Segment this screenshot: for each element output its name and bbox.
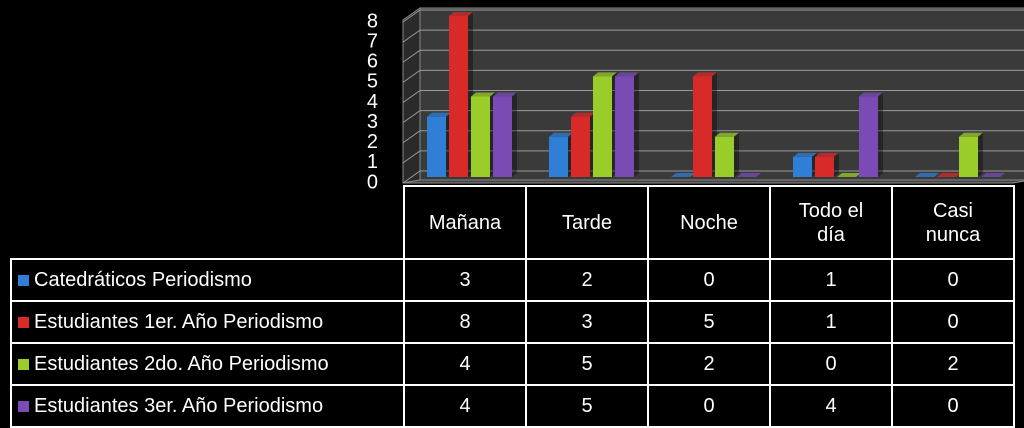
bar xyxy=(615,72,639,177)
bar xyxy=(471,92,495,177)
legend-marker xyxy=(18,274,29,286)
y-tick-label: 3 xyxy=(367,111,378,133)
table-value: 1 xyxy=(769,300,893,344)
category-label: Tarde xyxy=(561,211,613,234)
table-value: 3 xyxy=(403,258,527,302)
bar xyxy=(793,152,817,177)
table-value: 5 xyxy=(647,300,771,344)
legend-marker xyxy=(18,358,29,370)
category-header: Todo el día xyxy=(769,185,893,260)
legend-label: Estudiantes 1er. Año Periodismo xyxy=(34,311,324,333)
table-value: 4 xyxy=(769,384,893,428)
bar xyxy=(449,12,473,177)
bar xyxy=(671,173,695,177)
legend-marker xyxy=(18,400,29,412)
bar xyxy=(493,92,517,177)
bar xyxy=(837,173,861,177)
bar xyxy=(915,173,939,177)
bar xyxy=(427,112,451,177)
y-tick-label: 2 xyxy=(367,131,378,153)
y-tick-label: 7 xyxy=(367,30,378,52)
table-value: 1 xyxy=(769,258,893,302)
y-tick-label: 5 xyxy=(367,71,378,93)
y-tick-label: 1 xyxy=(367,151,378,173)
y-tick-label: 4 xyxy=(367,91,378,113)
category-label: Mañana xyxy=(428,211,502,234)
table-value: 0 xyxy=(891,300,1015,344)
y-tick-label: 0 xyxy=(367,171,378,193)
legend-label: Catedráticos Periodismo xyxy=(34,269,252,291)
table-value: 8 xyxy=(403,300,527,344)
table-value: 0 xyxy=(647,258,771,302)
category-header: Noche xyxy=(647,185,771,260)
table-value: 2 xyxy=(647,342,771,386)
table-value: 0 xyxy=(891,258,1015,302)
category-header: Mañana xyxy=(403,185,527,260)
bar xyxy=(715,132,739,177)
legend-entry: Estudiantes 3er. Año Periodismo xyxy=(10,384,405,428)
category-label: Casi nunca xyxy=(925,199,981,246)
table-value: 4 xyxy=(403,342,527,386)
table-value: 3 xyxy=(525,300,649,344)
category-header: Casi nunca xyxy=(891,185,1015,260)
grid-line xyxy=(402,110,1024,124)
grid-line xyxy=(402,69,1024,83)
bar xyxy=(859,92,883,177)
legend-label: Estudiantes 3er. Año Periodismo xyxy=(34,395,324,417)
grid-line xyxy=(402,9,1024,23)
grid-line xyxy=(402,130,1024,144)
legend-entry: Estudiantes 1er. Año Periodismo xyxy=(10,300,405,344)
table-value: 0 xyxy=(769,342,893,386)
bar xyxy=(737,173,761,177)
bar xyxy=(571,112,595,177)
table-value: 0 xyxy=(891,384,1015,428)
table-value: 5 xyxy=(525,342,649,386)
bar xyxy=(815,152,839,177)
bar xyxy=(981,173,1005,177)
legend-label: Estudiantes 2do. Año Periodismo xyxy=(34,353,329,375)
y-tick-label: 8 xyxy=(367,10,378,32)
category-label: Todo el día xyxy=(798,199,864,246)
bar xyxy=(549,132,573,177)
grid-line xyxy=(402,29,1024,43)
bar xyxy=(937,173,961,177)
floor xyxy=(402,179,1024,184)
bar xyxy=(959,132,983,177)
legend-entry: Estudiantes 2do. Año Periodismo xyxy=(10,342,405,386)
grid-line xyxy=(402,150,1024,164)
bar xyxy=(593,72,617,177)
table-value: 2 xyxy=(525,258,649,302)
table-value: 0 xyxy=(647,384,771,428)
bar xyxy=(693,72,717,177)
table-value: 2 xyxy=(891,342,1015,386)
table-value: 5 xyxy=(525,384,649,428)
y-tick-label: 6 xyxy=(367,51,378,73)
table-value: 4 xyxy=(403,384,527,428)
legend-marker xyxy=(18,316,29,328)
legend-entry: Catedráticos Periodismo xyxy=(10,258,405,302)
category-header: Tarde xyxy=(525,185,649,260)
grid-line xyxy=(402,90,1024,103)
grid-line xyxy=(402,49,1024,63)
category-label: Noche xyxy=(680,211,738,234)
